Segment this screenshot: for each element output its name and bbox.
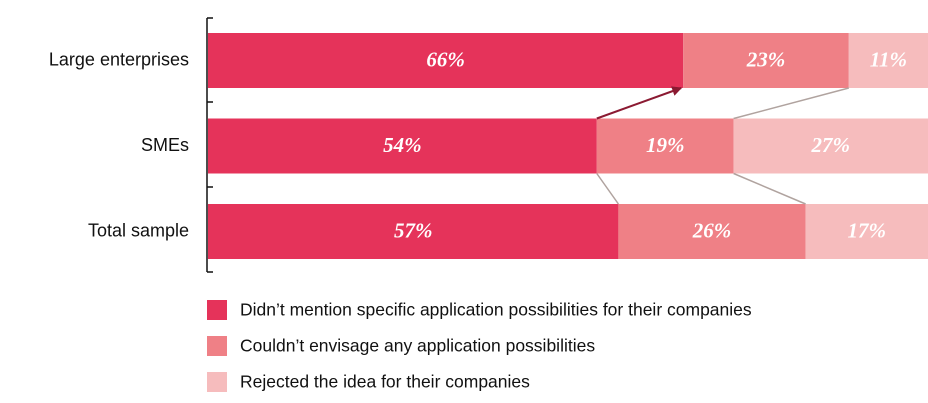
data-label: 57% [394, 218, 433, 242]
legend-swatch [207, 300, 227, 320]
y-tick-label: SMEs [141, 135, 189, 155]
legend-label: Didn’t mention specific application poss… [240, 300, 752, 320]
y-tick-label: Large enterprises [49, 49, 189, 69]
bar-segment [208, 204, 619, 259]
legend-label: Rejected the idea for their companies [240, 372, 530, 392]
bar-segment [618, 204, 806, 259]
y-tick-label: Total sample [88, 220, 189, 240]
data-label: 23% [746, 47, 786, 71]
y-axis [206, 17, 213, 273]
bar-segment [596, 118, 734, 174]
bar-segment [208, 118, 597, 174]
bar-segment [208, 33, 684, 88]
connector [733, 172, 806, 205]
data-label: 17% [848, 218, 887, 242]
data-label: 54% [383, 133, 422, 157]
bar-segment [848, 33, 928, 88]
legend-swatch [207, 336, 227, 356]
legend-swatch [207, 372, 227, 392]
legend-label: Couldn’t envisage any application possib… [240, 336, 595, 356]
bar-segment [733, 118, 928, 174]
data-label: 27% [811, 133, 851, 157]
bar-segment [683, 33, 849, 88]
connector [733, 87, 849, 120]
data-label: 66% [426, 47, 465, 71]
connector [596, 173, 620, 205]
data-label: 26% [692, 218, 732, 242]
bar-segment [805, 204, 928, 259]
data-label: 11% [870, 47, 907, 71]
arrow [596, 86, 683, 120]
data-label: 19% [646, 133, 685, 157]
